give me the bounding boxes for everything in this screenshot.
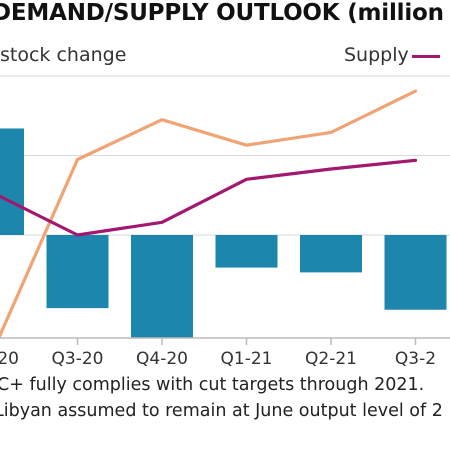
legend-label-stock-change: stock change	[0, 44, 127, 66]
x-tick-label-Q2-20: Q2-20	[0, 349, 19, 369]
bar-Q4-20	[131, 235, 193, 338]
chart-title: DEMAND/SUPPLY OUTLOOK (million b/d	[0, 0, 450, 26]
legend-swatch-supply	[412, 55, 440, 58]
x-tick-label-Q3-2: Q3-2	[395, 349, 436, 369]
bar-Q3-2	[384, 235, 447, 310]
supply-line	[0, 158, 418, 237]
footnote-2: Libyan assumed to remain at June output …	[0, 401, 443, 421]
x-tick-label-Q1-21: Q1-21	[221, 349, 273, 369]
bar-Q1-21	[215, 235, 278, 268]
x-tick-label-Q2-21: Q2-21	[305, 349, 357, 369]
x-tick-label-Q3-20: Q3-20	[52, 349, 104, 369]
footnote-1: EC+ fully complies with cut targets thro…	[0, 375, 425, 395]
legend-label-supply: Supply	[344, 44, 409, 66]
x-tick-label-Q4-20: Q4-20	[136, 349, 188, 369]
bar-Q3-20	[46, 235, 109, 309]
bar-Q2-20	[0, 128, 24, 235]
bar-Q2-21	[300, 235, 362, 273]
demand-line	[0, 89, 418, 340]
